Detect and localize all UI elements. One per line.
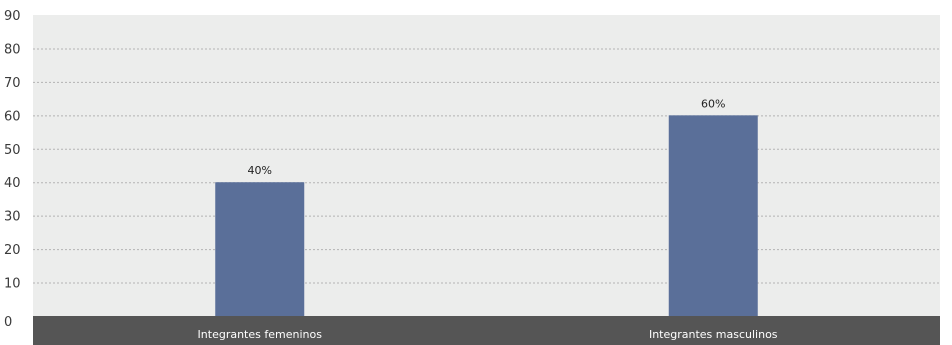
plot-background (33, 15, 940, 316)
y-tick-label: 70 (4, 76, 21, 91)
y-tick-label: 20 (4, 243, 21, 258)
gridlines (33, 48, 940, 284)
bar (215, 182, 305, 316)
y-tick-label: 30 (4, 210, 21, 225)
bar (668, 115, 758, 316)
category-labels: Integrantes femeninos Integrantes masculi… (198, 328, 778, 341)
y-tick-label: 0 (4, 315, 12, 330)
y-tick-label: 60 (4, 109, 21, 124)
y-axis-tick-labels: 0 10 20 30 40 50 60 70 80 90 (4, 9, 21, 330)
bar-value-label: 60% (701, 97, 725, 110)
y-tick-label: 10 (4, 277, 21, 292)
category-label: Integrantes masculinos (649, 328, 778, 341)
category-axis-band (33, 316, 940, 345)
y-tick-label: 50 (4, 143, 21, 158)
y-tick-label: 80 (4, 42, 21, 57)
bar-value-label: 40% (248, 164, 272, 177)
y-tick-label: 90 (4, 9, 21, 24)
data-labels: 40% 60% (248, 97, 726, 177)
bars (215, 115, 758, 316)
category-label: Integrantes femeninos (198, 328, 323, 341)
y-tick-label: 40 (4, 176, 21, 191)
